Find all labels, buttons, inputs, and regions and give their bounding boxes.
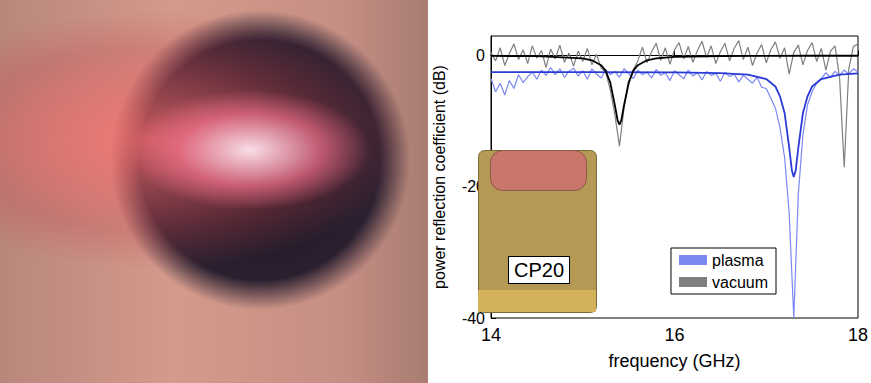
svg-text:frequency (GHz): frequency (GHz) — [608, 351, 740, 371]
svg-text:-40: -40 — [461, 309, 485, 327]
svg-text:power reflection coefficient (: power reflection coefficient (dB) — [431, 65, 448, 289]
svg-text:CP20: CP20 — [514, 259, 564, 281]
svg-text:18: 18 — [848, 325, 868, 345]
svg-text:0: 0 — [476, 47, 485, 64]
svg-text:14: 14 — [481, 325, 501, 345]
svg-text:plasma: plasma — [712, 252, 764, 269]
svg-text:vacuum: vacuum — [712, 274, 768, 291]
svg-text:-20: -20 — [461, 178, 485, 196]
svg-text:16: 16 — [664, 325, 684, 345]
